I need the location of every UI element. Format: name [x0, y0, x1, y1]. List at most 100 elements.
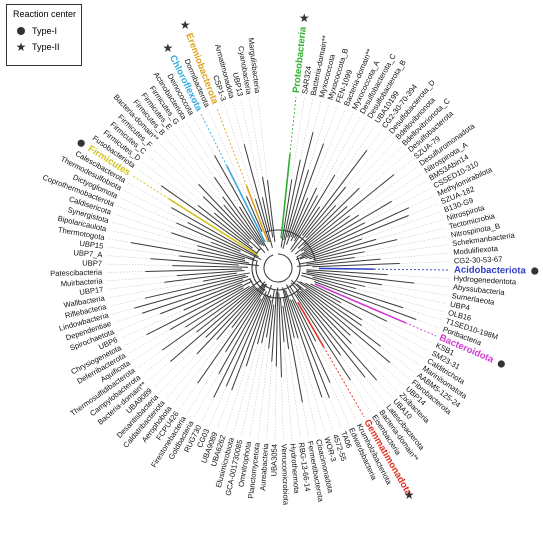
branch — [243, 144, 273, 248]
leader-line — [193, 118, 215, 156]
branch — [299, 215, 409, 260]
branch — [301, 272, 366, 287]
branch — [313, 239, 397, 261]
label-acidobacteriota: Acidobacteriota — [454, 265, 527, 277]
branch — [306, 269, 388, 276]
leader-line — [114, 313, 143, 323]
leader-line — [389, 362, 410, 380]
branch — [134, 275, 249, 309]
leader-line — [112, 307, 135, 315]
branch — [275, 287, 279, 367]
leader-line — [386, 321, 433, 344]
branch — [187, 222, 262, 260]
leader-line — [153, 337, 206, 388]
branch — [196, 281, 266, 355]
leader-line — [186, 351, 226, 414]
branch — [245, 295, 270, 367]
branch — [150, 258, 239, 266]
branch — [266, 180, 276, 242]
star-icon: ★ — [162, 41, 173, 55]
branch — [210, 241, 255, 260]
branch — [197, 284, 268, 384]
legend-item-type-i: Type-I — [15, 25, 57, 37]
leader-line — [281, 377, 284, 440]
taxon-label: Modulifiexota — [453, 244, 499, 257]
leader-line — [200, 113, 228, 167]
taxon-label: Hydrothermota — [288, 443, 301, 495]
leader-line — [274, 366, 277, 440]
leader-line — [137, 349, 163, 368]
circle-icon — [497, 360, 505, 368]
leader-line — [240, 100, 263, 198]
branch — [297, 187, 360, 249]
leader-line — [266, 361, 273, 440]
leader-line — [120, 309, 184, 339]
leader-line — [117, 313, 161, 331]
leader-line — [159, 353, 198, 394]
leader-line — [364, 377, 386, 403]
branch — [299, 281, 363, 321]
leader-line — [408, 195, 435, 208]
branch — [300, 215, 350, 252]
leader-line — [381, 284, 448, 296]
leader-lines — [106, 96, 450, 440]
taxon-label: UBA3054 — [269, 444, 279, 477]
branch — [286, 284, 317, 342]
legend-title: Reaction center — [13, 9, 77, 19]
leader-line — [232, 343, 258, 435]
leader-line — [364, 188, 431, 223]
branch — [290, 206, 321, 250]
leader-line — [323, 346, 365, 418]
taxon-label: UBP17 — [79, 285, 104, 297]
branch — [197, 245, 246, 260]
branch — [282, 287, 295, 338]
leader-line — [124, 334, 147, 347]
leader-line — [224, 104, 256, 200]
leader-line — [349, 166, 418, 217]
branch — [290, 280, 351, 336]
branch — [203, 272, 250, 282]
leader-line — [351, 343, 399, 392]
branch — [197, 249, 246, 262]
leader-line — [216, 389, 232, 429]
branch — [286, 143, 325, 245]
branch — [225, 294, 267, 387]
taxon-label: CG2-30-53-67 — [454, 255, 503, 266]
branch — [295, 290, 366, 378]
branch — [295, 207, 410, 261]
star-icon: ★ — [404, 488, 415, 502]
branch — [130, 242, 250, 264]
branch — [314, 283, 406, 324]
branch — [218, 298, 262, 374]
branch — [303, 214, 359, 252]
branch — [179, 255, 259, 267]
branch — [198, 183, 252, 240]
leader-line — [359, 147, 401, 189]
branch — [171, 207, 259, 258]
branch — [256, 294, 272, 345]
taxon-label: Hydrogenedentota — [453, 274, 517, 287]
leader-line — [159, 143, 199, 185]
branch — [309, 238, 377, 260]
branch — [297, 258, 381, 267]
branch — [305, 205, 337, 239]
branch — [213, 212, 250, 244]
branch — [205, 287, 258, 338]
leader-line — [340, 355, 379, 408]
branch — [283, 289, 299, 339]
leader-line — [319, 125, 375, 207]
leader-line — [340, 302, 429, 352]
branch — [171, 232, 257, 262]
leader-line — [179, 383, 198, 410]
leader-line — [132, 326, 186, 361]
leader-line — [128, 182, 172, 208]
leader-line — [323, 106, 338, 144]
branch — [291, 186, 347, 253]
branch — [268, 304, 275, 349]
branch — [172, 265, 248, 268]
leader-line — [329, 397, 342, 429]
taxon-label: Aureabacteria — [258, 443, 270, 492]
branch — [231, 284, 273, 391]
branch — [303, 206, 348, 246]
